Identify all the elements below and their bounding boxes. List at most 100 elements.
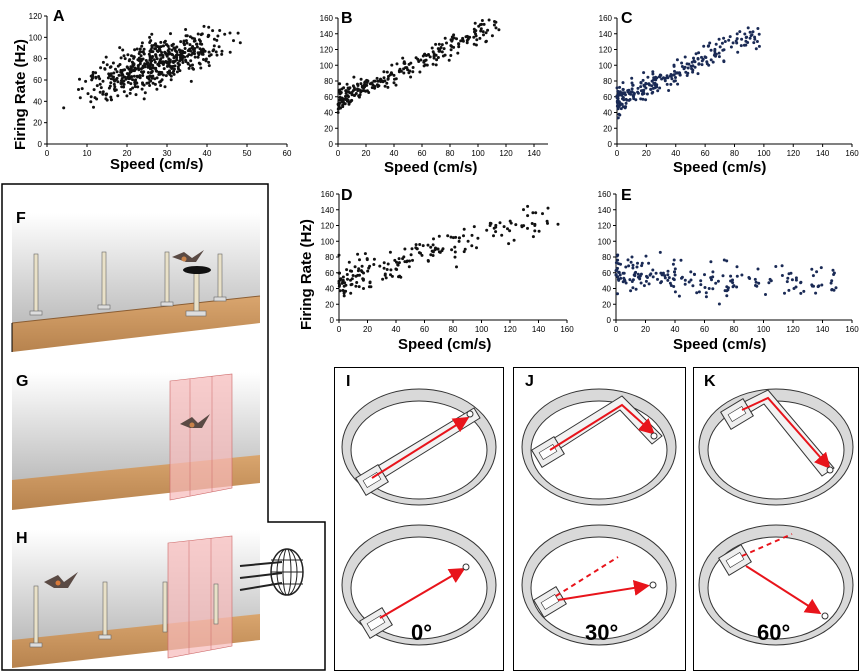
data-point [171, 64, 175, 68]
data-point [694, 52, 698, 56]
data-point [386, 262, 390, 266]
data-point [440, 43, 444, 47]
data-point [389, 268, 393, 272]
trajectory-i [359, 563, 470, 639]
data-point [754, 280, 758, 284]
data-point [95, 97, 99, 101]
data-point [449, 44, 453, 48]
data-point [158, 80, 162, 84]
data-point [685, 74, 689, 77]
data-point [790, 278, 794, 282]
data-point [395, 62, 399, 66]
data-point [626, 258, 630, 262]
data-point [703, 286, 707, 289]
data-point [502, 225, 506, 229]
data-point [645, 92, 649, 96]
data-point [431, 50, 435, 54]
trajectory-j [533, 556, 657, 618]
data-point [376, 79, 380, 83]
data-point [356, 84, 360, 87]
data-point [474, 43, 478, 47]
data-point [150, 32, 154, 36]
data-point [672, 73, 676, 77]
data-point [337, 98, 341, 102]
data-point [671, 262, 675, 266]
data-point [780, 274, 784, 277]
data-point [705, 60, 709, 64]
data-point [754, 284, 757, 287]
y-tick-label: 100 [598, 237, 612, 246]
data-point [402, 71, 406, 75]
data-point [169, 74, 173, 78]
data-point [207, 25, 211, 29]
data-point [654, 75, 658, 79]
data-point [159, 40, 163, 44]
data-point [820, 283, 824, 287]
data-point [834, 286, 838, 290]
data-point [169, 32, 172, 36]
data-point [167, 60, 171, 64]
data-point [722, 36, 726, 40]
data-point [453, 255, 457, 259]
data-point [453, 250, 457, 254]
data-point [86, 92, 90, 96]
data-point [218, 29, 222, 32]
data-point [338, 82, 342, 86]
data-point [815, 270, 819, 274]
data-point [349, 291, 353, 295]
data-point [636, 86, 640, 90]
data-point [346, 98, 350, 102]
x-tick-label: 40 [392, 325, 401, 334]
data-point [141, 71, 145, 75]
data-point [341, 278, 345, 282]
data-point [522, 208, 525, 212]
data-point [616, 95, 619, 99]
data-point [362, 89, 366, 93]
data-point [526, 226, 529, 230]
data-point [396, 263, 400, 267]
data-point [619, 107, 623, 111]
data-point [431, 250, 435, 254]
data-point [438, 49, 442, 53]
y-tick-label: 40 [603, 109, 612, 118]
data-point [494, 20, 498, 24]
y-tick-label: 80 [603, 77, 612, 86]
data-point [736, 50, 740, 54]
data-point [172, 67, 176, 71]
data-point [149, 62, 153, 66]
data-point [403, 247, 407, 251]
data-point [621, 97, 624, 101]
data-point [369, 285, 373, 289]
panel-label-k: K [704, 373, 716, 390]
data-point [693, 65, 697, 69]
data-point [713, 47, 717, 51]
data-point [650, 84, 654, 88]
data-point [129, 82, 133, 86]
data-point [664, 76, 667, 80]
data-point [677, 294, 681, 298]
data-point [140, 87, 144, 91]
data-point [702, 44, 706, 48]
x-tick-label: 120 [787, 149, 801, 158]
data-point [129, 75, 132, 79]
data-point [170, 48, 174, 52]
data-point [204, 57, 208, 61]
data-point [338, 278, 342, 282]
data-point [367, 266, 371, 270]
data-point [354, 274, 358, 278]
data-point [338, 289, 342, 293]
data-point [91, 75, 95, 79]
data-point [159, 57, 163, 61]
x-tick-label: 100 [475, 325, 489, 334]
data-point [429, 253, 433, 257]
data-point [347, 87, 351, 91]
angle-label-k: 60° [757, 620, 791, 645]
data-point [108, 74, 112, 78]
data-point [649, 272, 653, 276]
data-point [144, 59, 148, 62]
data-point [624, 265, 628, 269]
data-point [641, 97, 645, 101]
panel-label-j: J [525, 373, 534, 390]
data-point [198, 62, 202, 66]
data-point [630, 280, 634, 283]
